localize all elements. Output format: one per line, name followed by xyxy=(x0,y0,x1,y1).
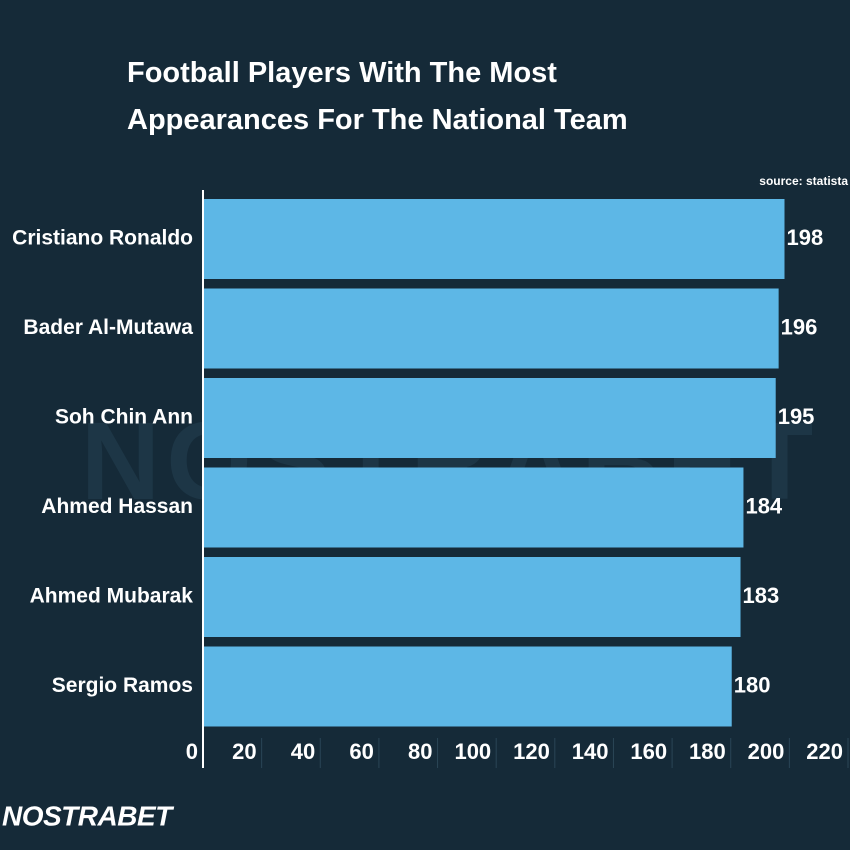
x-tick-label: 180 xyxy=(689,739,726,764)
category-label: Soh Chin Ann xyxy=(55,406,193,429)
x-tick-label: 80 xyxy=(408,739,432,764)
chart-title: Football Players With The Most Appearanc… xyxy=(127,57,628,136)
bar xyxy=(204,646,732,727)
x-tick-label: 100 xyxy=(454,739,491,764)
x-tick-label: 120 xyxy=(513,739,550,764)
source: source: statista xyxy=(759,174,848,188)
category-label: Ahmed Mubarak xyxy=(30,585,194,608)
x-tick-label: 220 xyxy=(806,739,843,764)
value-label: 180 xyxy=(734,672,771,697)
value-label: 195 xyxy=(778,404,815,429)
bar xyxy=(204,288,779,369)
category-label: Ahmed Hassan xyxy=(41,495,193,518)
bar xyxy=(204,199,785,279)
bar xyxy=(204,467,744,548)
x-tick-label: 60 xyxy=(349,739,373,764)
x-tick-label: 160 xyxy=(630,739,667,764)
x-tick-label: 140 xyxy=(572,739,609,764)
category-label: Cristiano Ronaldo xyxy=(12,227,193,250)
x-tick-label: 200 xyxy=(748,739,785,764)
brand-logo: NOSTRABET xyxy=(2,800,175,831)
category-label: Bader Al-Mutawa xyxy=(23,316,193,339)
value-label: 184 xyxy=(745,493,782,518)
x-tick-label: 20 xyxy=(232,739,256,764)
value-label: 183 xyxy=(743,583,780,608)
value-label: 198 xyxy=(787,225,824,250)
bar xyxy=(204,557,741,637)
x-tick-label: 0 xyxy=(186,739,198,764)
value-label: 196 xyxy=(781,314,818,339)
bar xyxy=(204,378,776,458)
x-tick-label: 40 xyxy=(291,739,315,764)
category-label: Sergio Ramos xyxy=(52,674,193,697)
